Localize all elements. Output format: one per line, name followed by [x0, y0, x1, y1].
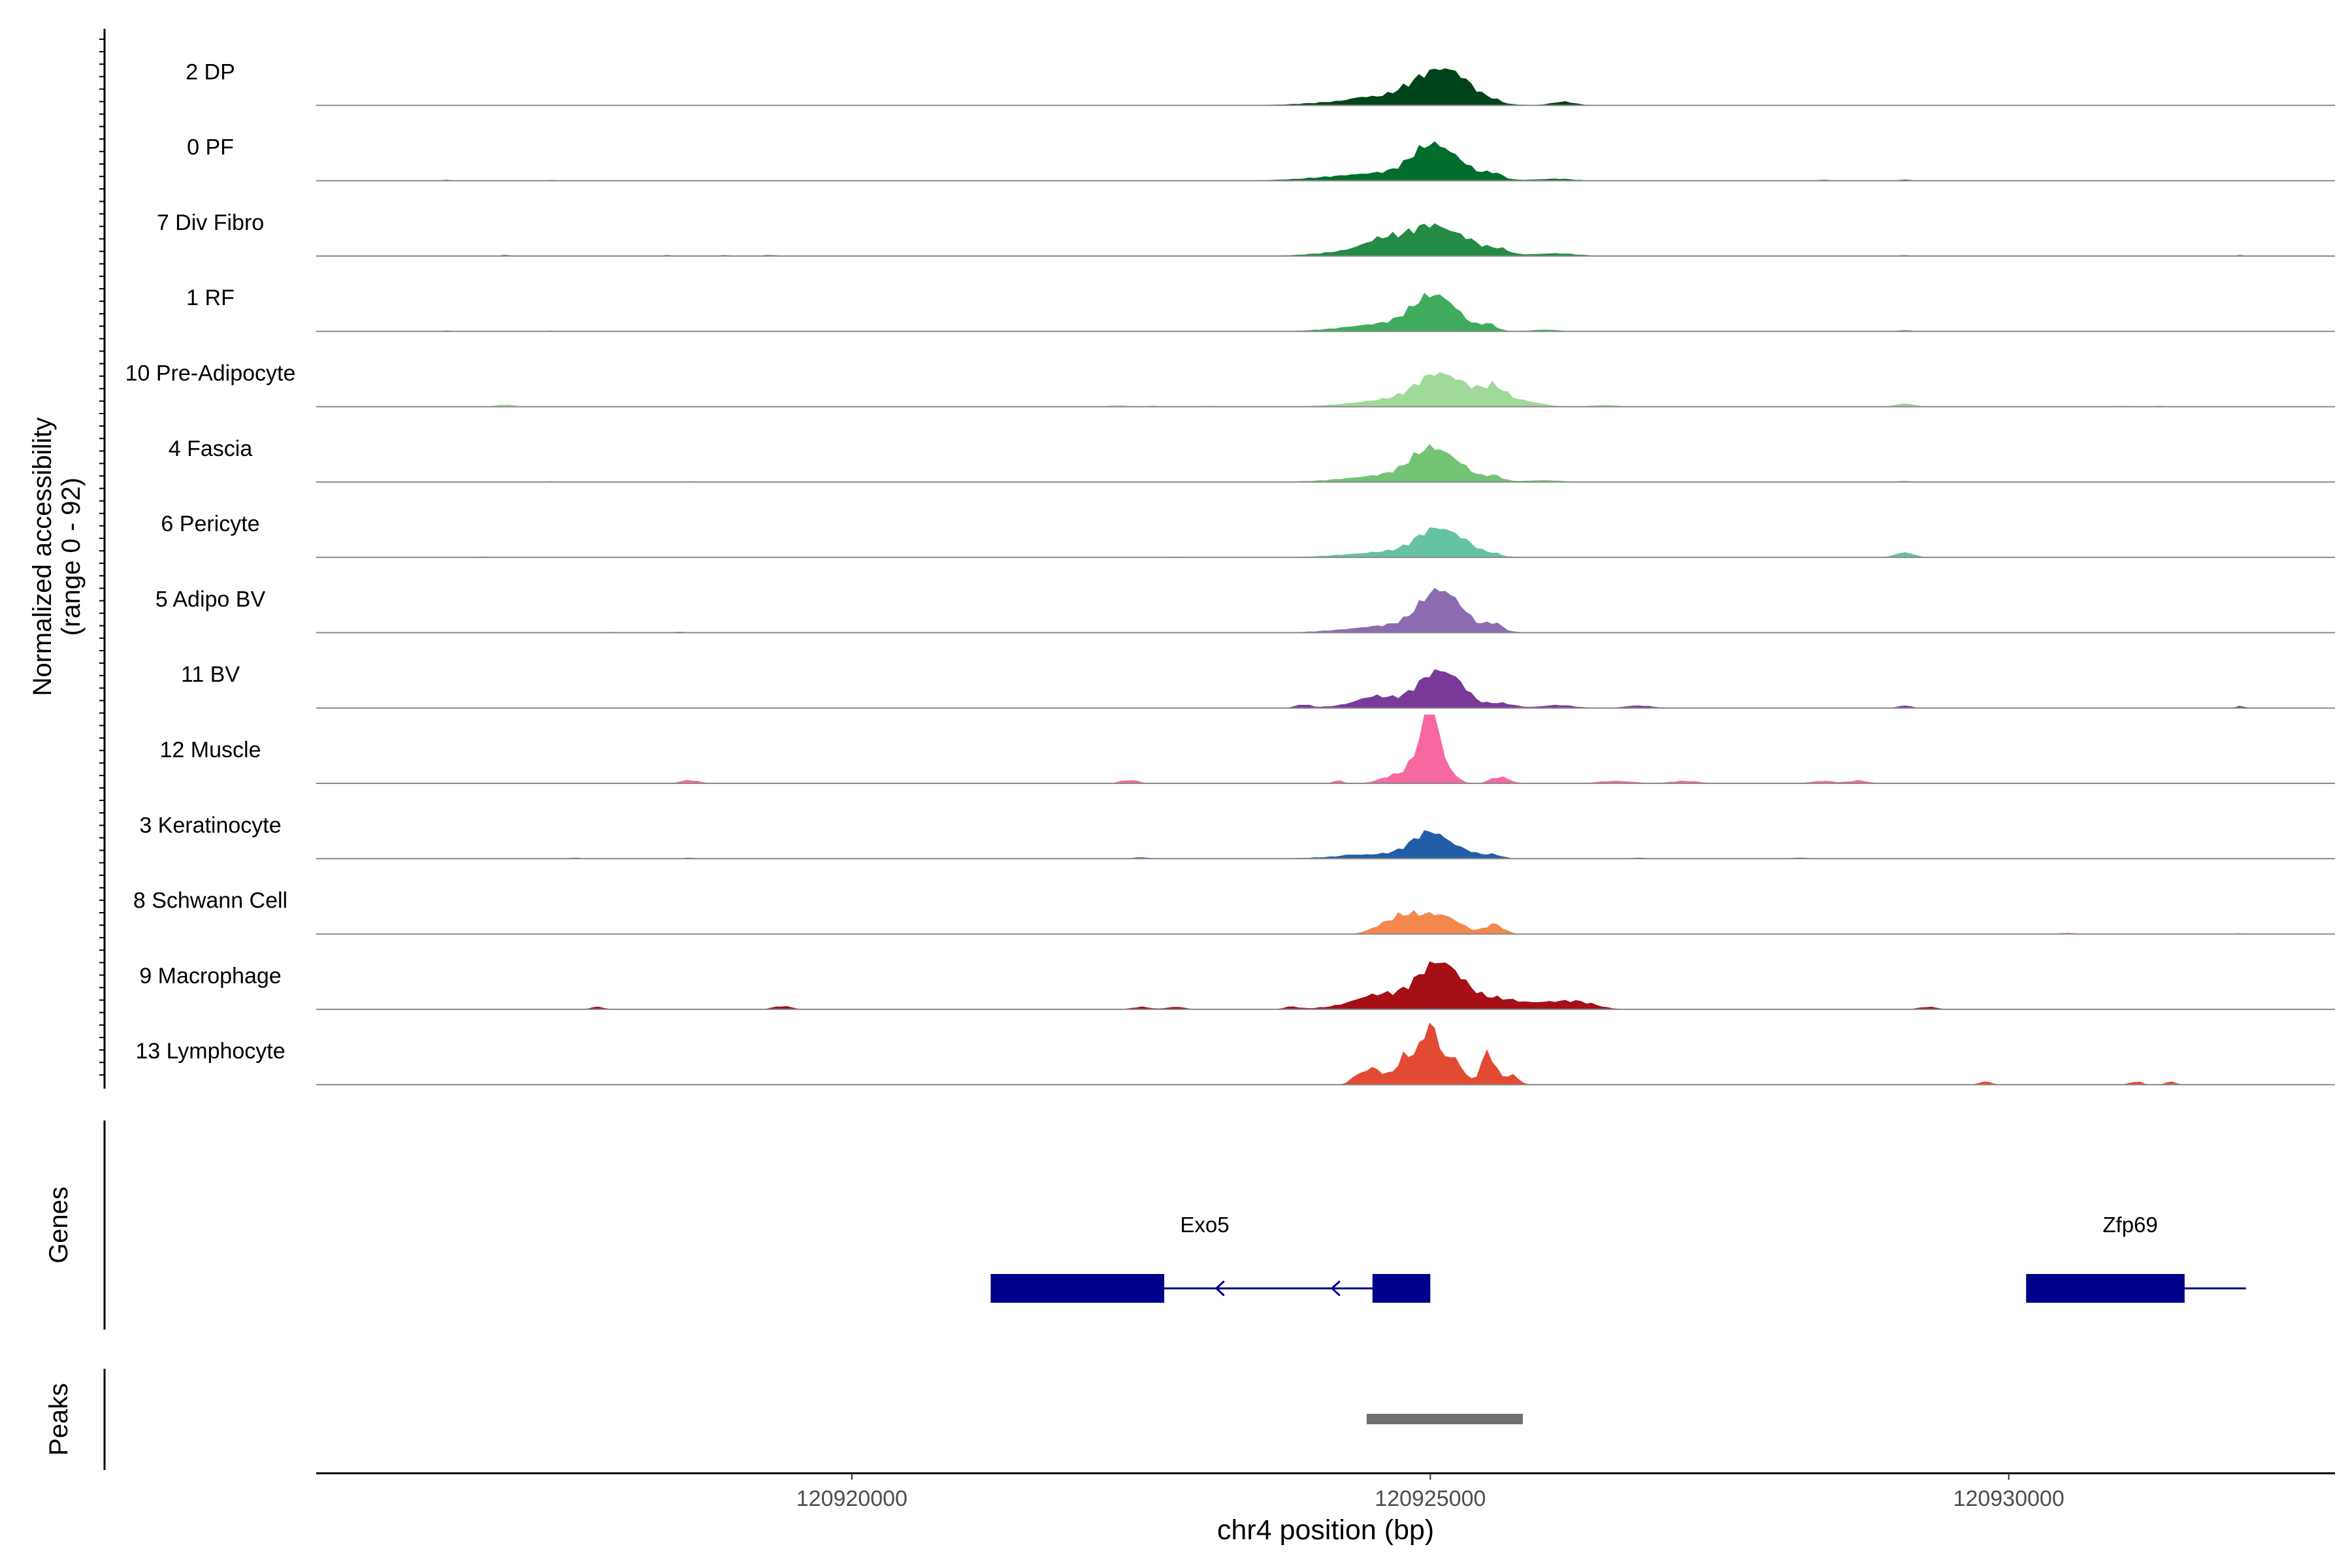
track-area [316, 527, 2335, 558]
track-3-keratinocyte: 3 Keratinocyte [139, 813, 2335, 860]
x-axis-ticks: 120920000 120925000 120930000 [796, 1473, 2065, 1511]
track-label: 0 PF [187, 135, 234, 160]
track-5-adipo-bv: 5 Adipo BV [155, 587, 2335, 634]
gene-exon [2026, 1274, 2185, 1303]
track-area [316, 587, 2335, 633]
y-axis-label: Normalized accessibility [28, 417, 57, 696]
track-area [316, 830, 2335, 859]
track-label: 9 Macrophage [139, 964, 281, 988]
track-label: 8 Schwann Cell [133, 889, 287, 913]
track-area [316, 444, 2335, 482]
track-4-fascia: 4 Fascia [169, 436, 2335, 483]
track-label: 1 RF [186, 286, 235, 310]
gene-zfp69: Zfp69 [2026, 1213, 2246, 1303]
track-1-rf: 1 RF [186, 286, 2335, 333]
track-label: 5 Adipo BV [155, 587, 266, 612]
track-label: 12 Muscle [160, 738, 261, 762]
axes: Normalized accessibility (range 0 - 92) … [28, 29, 2335, 1546]
genes-track-label: Genes [44, 1186, 73, 1264]
track-label: 10 Pre-Adipocyte [125, 361, 296, 386]
track-2-dp: 2 DP [186, 59, 2335, 106]
track-label: 7 Div Fibro [157, 210, 264, 235]
track-area [316, 669, 2335, 708]
strand-arrow [1330, 1280, 1341, 1297]
track-area [316, 293, 2335, 332]
gene-exon [990, 1274, 1164, 1303]
track-11-bv: 11 BV [181, 662, 2335, 709]
track-label: 6 Pericyte [161, 512, 259, 536]
x-tick-label: 120920000 [796, 1486, 907, 1511]
track-area [316, 961, 2335, 1009]
track-area [316, 141, 2335, 181]
track-0-pf: 0 PF [187, 135, 2335, 182]
track-area [316, 223, 2335, 256]
strand-arrow [1215, 1280, 1225, 1297]
accessibility-tracks: 2 DP 0 PF 7 Div Fibro 1 RF 10 Pre-Adipocyte 4… [125, 59, 2335, 1086]
track-12-muscle: 12 Muscle [160, 714, 2335, 784]
track-label: 4 Fascia [169, 436, 253, 461]
peaks-track [103, 1369, 1523, 1470]
track-label: 3 Keratinocyte [139, 813, 281, 838]
track-area [316, 1022, 2335, 1085]
track-9-macrophage: 9 Macrophage [139, 961, 2335, 1010]
track-7-div-fibro: 7 Div Fibro [157, 210, 2335, 257]
gene-exon [1372, 1274, 1431, 1303]
track-8-schwann-cell: 8 Schwann Cell [133, 889, 2335, 935]
x-tick-label: 120925000 [1375, 1486, 1486, 1511]
track-area [316, 68, 2335, 106]
track-13-lymphocyte: 13 Lymphocyte [135, 1022, 2335, 1086]
peak-region [1366, 1414, 1523, 1424]
track-label: 2 DP [186, 59, 235, 84]
genes-track: Exo5 Zfp69 [103, 1120, 2246, 1330]
track-area [316, 714, 2335, 783]
gene-name: Exo5 [1180, 1213, 1229, 1237]
gene-name: Zfp69 [2102, 1213, 2157, 1237]
x-axis-label: chr4 position (bp) [1217, 1514, 1434, 1546]
track-6-pericyte: 6 Pericyte [161, 512, 2335, 559]
gene-exo5: Exo5 [990, 1213, 1431, 1303]
y-axis-label-range: (range 0 - 92) [57, 478, 86, 636]
track-label: 13 Lymphocyte [135, 1039, 285, 1064]
x-tick-label: 120930000 [1953, 1486, 2065, 1511]
y-axis-ticks [99, 39, 105, 1076]
track-label: 11 BV [181, 662, 240, 687]
peaks-track-label: Peaks [44, 1383, 73, 1456]
track-10-pre-adipocyte: 10 Pre-Adipocyte [125, 361, 2335, 408]
track-area [316, 372, 2335, 407]
track-area [316, 910, 2335, 934]
